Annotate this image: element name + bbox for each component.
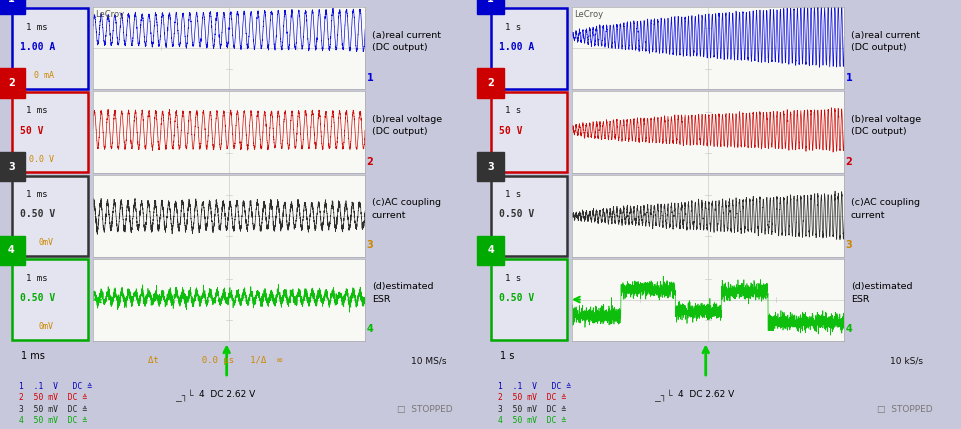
Text: 4: 4: [486, 245, 493, 255]
Text: Δt        0.0 μs   1/Δ  ∞: Δt 0.0 μs 1/Δ ∞: [148, 356, 283, 365]
Text: 3  50 mV  DC ≙: 3 50 mV DC ≙: [19, 405, 87, 414]
Text: 3: 3: [366, 240, 373, 250]
Text: 3: 3: [8, 162, 14, 172]
Text: _┐└: _┐└: [176, 390, 193, 402]
Text: 0.50 V: 0.50 V: [19, 209, 55, 219]
Text: 1 ms: 1 ms: [26, 106, 47, 115]
Text: 4: 4: [845, 324, 851, 334]
Text: 4: 4: [8, 245, 14, 255]
Text: 1: 1: [486, 0, 493, 4]
Text: 3: 3: [845, 240, 851, 250]
Text: 3  50 mV  DC ≙: 3 50 mV DC ≙: [498, 405, 566, 414]
Text: 2: 2: [486, 78, 493, 88]
Text: 2  50 mV  DC ≙: 2 50 mV DC ≙: [498, 393, 566, 402]
Text: LeCroy: LeCroy: [574, 10, 604, 19]
Text: 1 s: 1 s: [505, 106, 520, 115]
Text: □  STOPPED: □ STOPPED: [397, 405, 453, 414]
Text: 0 mA: 0 mA: [34, 71, 54, 80]
Text: (c)AC coupling
current: (c)AC coupling current: [372, 199, 440, 220]
Text: (c)AC coupling
current: (c)AC coupling current: [850, 199, 919, 220]
Text: 1 s: 1 s: [505, 190, 520, 199]
Text: 1 s: 1 s: [505, 23, 520, 32]
Text: _┐└: _┐└: [654, 390, 672, 402]
Text: (b)real voltage
(DC output): (b)real voltage (DC output): [372, 115, 441, 136]
Text: 1: 1: [845, 73, 851, 83]
Text: 1: 1: [8, 0, 14, 4]
Text: 4  50 mV  DC ≙: 4 50 mV DC ≙: [498, 416, 566, 425]
Text: 1  .1  V   DC ≙: 1 .1 V DC ≙: [19, 382, 92, 391]
Text: (d)estimated
ESR: (d)estimated ESR: [850, 282, 911, 304]
Text: (d)estimated
ESR: (d)estimated ESR: [372, 282, 432, 304]
Text: 1  .1  V   DC ≙: 1 .1 V DC ≙: [498, 382, 571, 391]
Text: 2: 2: [8, 78, 14, 88]
Text: 10 MS/s: 10 MS/s: [411, 356, 447, 365]
Text: 2: 2: [486, 78, 493, 88]
Text: 1 ms: 1 ms: [26, 274, 47, 283]
Text: 4  50 mV  DC ≙: 4 50 mV DC ≙: [19, 416, 87, 425]
Text: 4: 4: [8, 245, 14, 255]
Text: (a)real current
(DC output): (a)real current (DC output): [372, 31, 440, 52]
Text: 1.00 A: 1.00 A: [19, 42, 55, 52]
Text: 4: 4: [486, 245, 493, 255]
Text: 1 ms: 1 ms: [26, 23, 47, 32]
Text: 4: 4: [366, 324, 373, 334]
Text: 3: 3: [486, 162, 493, 172]
Text: 0.0 V: 0.0 V: [29, 154, 54, 163]
Text: (a)real current
(DC output): (a)real current (DC output): [850, 31, 919, 52]
Text: 1.00 A: 1.00 A: [498, 42, 533, 52]
Text: 4  DC 2.62 V: 4 DC 2.62 V: [678, 390, 733, 399]
Text: 2: 2: [8, 78, 14, 88]
Text: LeCroy: LeCroy: [95, 10, 125, 19]
Text: 2  50 mV  DC ≙: 2 50 mV DC ≙: [19, 393, 87, 402]
Text: 3: 3: [486, 162, 493, 172]
Text: 1 s: 1 s: [505, 274, 520, 283]
Text: 50 V: 50 V: [19, 126, 43, 136]
Text: 1 s: 1 s: [500, 351, 514, 361]
Text: 4  DC 2.62 V: 4 DC 2.62 V: [199, 390, 255, 399]
Text: 0mV: 0mV: [38, 239, 54, 247]
Text: 0.50 V: 0.50 V: [19, 293, 55, 303]
Text: 1 ms: 1 ms: [21, 351, 45, 361]
Text: 50 V: 50 V: [498, 126, 522, 136]
Text: 1: 1: [366, 73, 373, 83]
Text: 0.50 V: 0.50 V: [498, 209, 533, 219]
Text: (b)real voltage
(DC output): (b)real voltage (DC output): [850, 115, 920, 136]
Text: □  STOPPED: □ STOPPED: [875, 405, 931, 414]
Text: 1: 1: [8, 0, 14, 4]
Text: 2: 2: [366, 157, 373, 166]
Text: 2: 2: [845, 157, 851, 166]
Text: 0mV: 0mV: [38, 322, 54, 331]
Text: 1: 1: [486, 0, 493, 4]
Text: 0.50 V: 0.50 V: [498, 293, 533, 303]
Text: 10 kS/s: 10 kS/s: [890, 356, 923, 365]
Text: 1 ms: 1 ms: [26, 190, 47, 199]
Text: 3: 3: [8, 162, 14, 172]
